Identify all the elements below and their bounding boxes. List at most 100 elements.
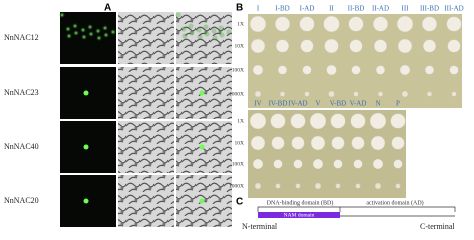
yeast-spot xyxy=(333,159,343,169)
yeast-spot xyxy=(393,159,403,169)
n-terminal: N-terminal xyxy=(242,222,278,231)
dilution-label: 1X xyxy=(237,21,244,27)
yeast-spot xyxy=(252,64,264,76)
column-label: P xyxy=(396,100,400,108)
column-label: V-AD xyxy=(350,100,367,108)
gfp-signal xyxy=(188,23,194,29)
yeast-spot xyxy=(374,182,382,190)
gfp-signal xyxy=(212,35,218,41)
yeast-spot xyxy=(353,91,359,97)
yeast-spot xyxy=(293,159,303,169)
ad-label: activation domain (AD) xyxy=(366,199,423,206)
nucleus-signal xyxy=(199,90,205,96)
yeast-spot xyxy=(299,16,315,32)
yeast-spot xyxy=(249,112,267,130)
yeast-spot xyxy=(355,183,361,189)
column-label: II xyxy=(329,5,334,13)
column-label: V-BD xyxy=(330,100,346,108)
gfp-signal xyxy=(87,24,93,30)
column-label: IV xyxy=(254,100,261,108)
yeast-spot xyxy=(254,90,262,98)
gfp-signal xyxy=(95,28,101,34)
column-label: I-AD xyxy=(300,5,315,13)
column-label: II-AD xyxy=(372,5,389,13)
yeast-spot xyxy=(275,183,281,189)
nucleus-signal xyxy=(83,198,89,204)
column-label: III-BD xyxy=(420,5,439,13)
yeast-spot xyxy=(309,112,327,130)
row-label: NnNAC20 xyxy=(4,196,39,205)
gfp-signal xyxy=(73,30,79,36)
yeast-spot xyxy=(399,64,411,76)
yeast-spot xyxy=(290,113,306,129)
dilution-label: 10X xyxy=(235,43,245,49)
row-label: NnNAC23 xyxy=(4,88,39,97)
column-label: N xyxy=(375,100,380,108)
yeast-spot xyxy=(324,38,339,54)
gfp-signal xyxy=(110,29,116,35)
gfp-signal xyxy=(211,28,217,34)
gfp-signal xyxy=(96,35,102,41)
column-label: V xyxy=(315,100,320,108)
yeast-spot xyxy=(250,135,266,151)
row-label: NnNAC12 xyxy=(4,33,39,42)
yeast-spot xyxy=(349,39,363,53)
yeast-spot xyxy=(373,39,388,53)
brightfield-image xyxy=(118,121,174,173)
yeast-spot xyxy=(401,90,409,98)
yeast-spot xyxy=(375,65,386,75)
yeast-spot xyxy=(395,183,401,189)
yeast-spot xyxy=(271,136,285,150)
bd-label: DNA-binding domain (BD) xyxy=(267,199,334,206)
dilution-label: 1X xyxy=(237,118,244,124)
yeast-spot xyxy=(302,65,312,75)
yeast-spot xyxy=(446,16,462,32)
yeast-spot xyxy=(254,182,262,190)
column-label: I xyxy=(257,5,260,13)
yeast-spot xyxy=(295,183,301,189)
yeast-spot xyxy=(312,158,324,170)
yeast-spot xyxy=(252,158,264,170)
dilution-label: 10X xyxy=(235,140,245,146)
nam-label: NAM domain xyxy=(284,212,315,218)
yeast-spot xyxy=(304,91,310,97)
yeast-spot xyxy=(326,64,337,76)
yeast-spot xyxy=(323,15,340,33)
gfp-signal xyxy=(181,26,187,32)
yeast-spot xyxy=(291,136,305,150)
yeast-spot xyxy=(250,38,266,54)
yeast-spot xyxy=(351,65,361,75)
dilution-label: 100X xyxy=(232,67,244,73)
panel-label: A xyxy=(104,3,111,14)
yeast-spot xyxy=(270,113,286,129)
panel-label: C xyxy=(236,197,243,208)
yeast-spot xyxy=(370,135,386,151)
gfp-signal xyxy=(226,29,232,35)
yeast-spot xyxy=(377,91,384,97)
nam-domain xyxy=(258,212,340,218)
yeast-spot xyxy=(422,39,437,53)
yeast-spot xyxy=(279,91,286,97)
yeast-spot xyxy=(372,16,389,32)
brightfield-image xyxy=(118,67,174,119)
row-label: NnNAC40 xyxy=(4,142,39,151)
gfp-signal xyxy=(88,31,94,37)
yeast-spot xyxy=(421,16,438,32)
yeast-spot xyxy=(314,182,322,190)
yeast-spot xyxy=(391,136,405,150)
gfp-signal xyxy=(204,31,210,37)
gfp-signal xyxy=(59,12,65,18)
yeast-spot xyxy=(335,183,341,189)
yeast-spot xyxy=(397,38,413,54)
yeast-spot xyxy=(348,16,364,32)
yeast-spot xyxy=(273,159,283,169)
column-label: III xyxy=(402,5,410,13)
gfp-signal xyxy=(103,32,109,38)
yeast-spot xyxy=(449,65,459,75)
yeast-spot xyxy=(353,159,363,169)
yeast-spot xyxy=(351,136,365,150)
nucleus-signal xyxy=(83,144,89,150)
gfp-signal xyxy=(203,24,209,30)
yeast-spot xyxy=(330,113,346,129)
